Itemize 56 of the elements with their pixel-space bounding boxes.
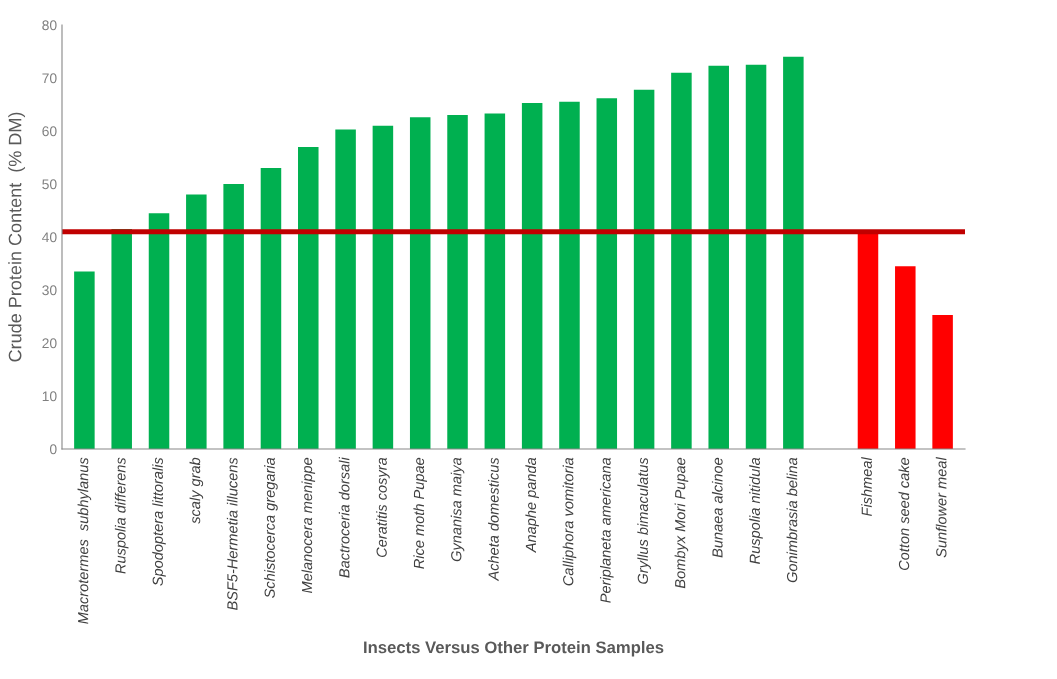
x-tick-label: Sunflower meal (935, 457, 947, 558)
y-tick-label: 70 (42, 73, 57, 84)
x-tick-label: Gonimbrasia belina (786, 457, 798, 583)
bar (745, 64, 767, 449)
bar (148, 213, 170, 449)
bar (895, 266, 916, 449)
bar (521, 102, 543, 449)
x-tick-label: Schistocerca gregaria (264, 457, 278, 598)
x-tick-label: Calliphora vomitoria (562, 457, 577, 586)
bar (74, 271, 95, 449)
bar (783, 56, 804, 449)
bar (298, 146, 319, 449)
bar (671, 72, 692, 449)
bar (932, 314, 953, 449)
y-tick-label: 30 (42, 285, 57, 296)
bar (708, 65, 729, 449)
y-tick-label: 80 (42, 20, 57, 31)
x-tick-label: Periplaneta americana (599, 457, 614, 603)
bar (596, 98, 618, 449)
x-tick-label: Bombyx Mori Pupae (674, 457, 689, 589)
y-tick-label: 60 (42, 126, 57, 137)
bar (857, 232, 879, 449)
bar (447, 115, 468, 449)
bar (372, 125, 394, 449)
bar (186, 194, 207, 449)
x-tick-label: Ruspolia nitidula (749, 457, 763, 564)
bar (335, 129, 356, 449)
x-tick-label: Rice moth Pupae (413, 457, 428, 569)
y-axis-title: Crude Protein Content (% DM) (8, 112, 26, 362)
bar (633, 89, 655, 449)
x-tick-label: Ceratitis cosyra (376, 457, 390, 558)
x-tick-label: Bactroceria dorsali (338, 457, 350, 578)
y-tick-label: 20 (42, 338, 57, 349)
x-tick-label: Fishmeal (861, 457, 872, 517)
bar (223, 184, 244, 449)
x-tick-label: scaly grab (189, 457, 204, 524)
y-tick-label: 40 (42, 232, 57, 243)
x-tick-label: Ruspolia differens (114, 457, 129, 574)
x-tick-label: Gryllus bimaculatus (637, 457, 651, 584)
x-tick-label: Macrotermes subhylanus (77, 457, 92, 624)
bar (484, 113, 506, 449)
x-tick-label: Bunaea alcinoe (711, 457, 723, 558)
x-tick-label: Gynanisa maiya (450, 457, 465, 562)
bar (559, 101, 580, 449)
x-tick-label: Spodoptera littoralis (152, 457, 166, 586)
y-tick-label: 0 (49, 444, 57, 455)
x-tick-label: Anaphe panda (525, 457, 539, 553)
x-tick-label: Cotton seed cake (898, 457, 910, 571)
bar (409, 117, 431, 449)
y-tick-label: 10 (42, 391, 57, 402)
x-axis-title: Insects Versus Other Protein Samples (364, 640, 664, 657)
x-tick-label: Melanocera menippe (301, 457, 316, 594)
bar (260, 168, 282, 449)
y-tick-label: 50 (42, 179, 57, 190)
x-tick-label: Acheta domesticus (488, 457, 499, 582)
x-tick-label: BSF5-Hermetia illucens (226, 457, 238, 611)
